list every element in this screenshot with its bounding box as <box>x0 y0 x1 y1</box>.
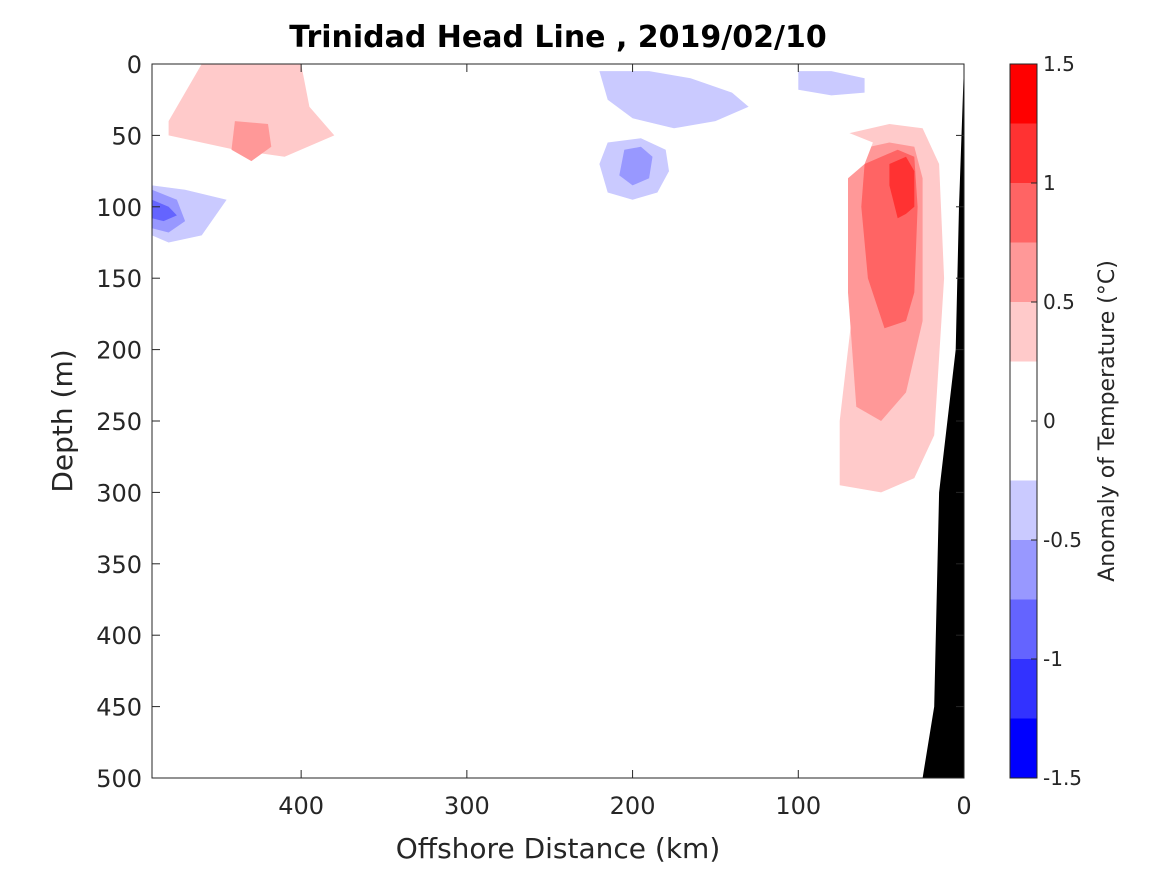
colorbar: 1.5 1 0.5 0 -0.5 -1 -1.5 <box>1009 52 1082 790</box>
anomaly-region-15 <box>433 71 459 96</box>
colorbar-tick-label: -0.5 <box>1043 528 1082 552</box>
y-tick-label: 150 <box>96 265 142 293</box>
colorbar-tick-label: -1 <box>1043 647 1063 671</box>
anomaly-region-18 <box>798 71 865 96</box>
y-tick-label: 0 <box>127 51 142 79</box>
anomaly-region-2 <box>231 121 272 162</box>
anomaly-regions <box>152 64 956 778</box>
colorbar-swatch <box>1010 302 1037 362</box>
colorbar-swatch <box>1010 599 1037 659</box>
chart-title: Trinidad Head Line , 2019/02/10 <box>289 20 826 55</box>
anomaly-region-10 <box>889 156 915 219</box>
y-tick-label: 500 <box>96 765 142 793</box>
y-tick-label: 50 <box>111 122 142 150</box>
anomaly-region-20 <box>619 146 653 186</box>
anomaly-region-14 <box>152 199 177 222</box>
y-tick-label: 450 <box>96 694 142 722</box>
y-tick-label: 250 <box>96 408 142 436</box>
bathymetry-layer <box>922 64 964 778</box>
anomaly-region-4 <box>392 285 437 400</box>
y-tick-label: 400 <box>96 622 142 650</box>
colorbar-swatch <box>1010 183 1037 243</box>
colorbar-tick-label: 1 <box>1043 171 1056 195</box>
y-tick-label: 200 <box>96 337 142 365</box>
colorbar-swatch <box>1010 480 1037 540</box>
plot-area <box>152 64 964 778</box>
colorbar-tick-label: 0 <box>1043 409 1056 433</box>
colorbar-swatch <box>1010 659 1037 719</box>
x-tick-label: 400 <box>278 792 324 820</box>
y-axis: 0 50 100 150 200 250 300 350 400 450 500 <box>96 51 964 793</box>
x-tick-label: 100 <box>775 792 821 820</box>
x-tick-label: 200 <box>610 792 656 820</box>
x-axis: 400 300 200 100 0 <box>278 64 972 820</box>
colorbar-tick-label: 0.5 <box>1043 290 1075 314</box>
colorbar-swatch <box>1010 540 1037 600</box>
colorbar-tick-label: -1.5 <box>1043 766 1082 790</box>
x-tick-label: 0 <box>956 792 971 820</box>
anomaly-region-17 <box>599 71 749 129</box>
y-tick-label: 100 <box>96 194 142 222</box>
y-tick-label: 350 <box>96 551 142 579</box>
colorbar-label: Anomaly of Temperature (°C) <box>1095 260 1120 582</box>
colorbar-swatch <box>1010 123 1037 183</box>
x-tick-label: 300 <box>444 792 490 820</box>
anomaly-region-1 <box>168 64 335 157</box>
colorbar-swatch <box>1010 242 1037 302</box>
anomaly-region-3 <box>483 114 525 150</box>
colorbar-swatch <box>1010 64 1037 124</box>
y-tick-label: 300 <box>96 479 142 507</box>
x-axis-label: Offshore Distance (km) <box>396 832 721 865</box>
colorbar-swatch <box>1010 718 1037 778</box>
bathymetry-seafloor <box>922 64 964 778</box>
colorbar-tick-label: 1.5 <box>1043 52 1075 76</box>
y-axis-label: Depth (m) <box>46 349 79 492</box>
